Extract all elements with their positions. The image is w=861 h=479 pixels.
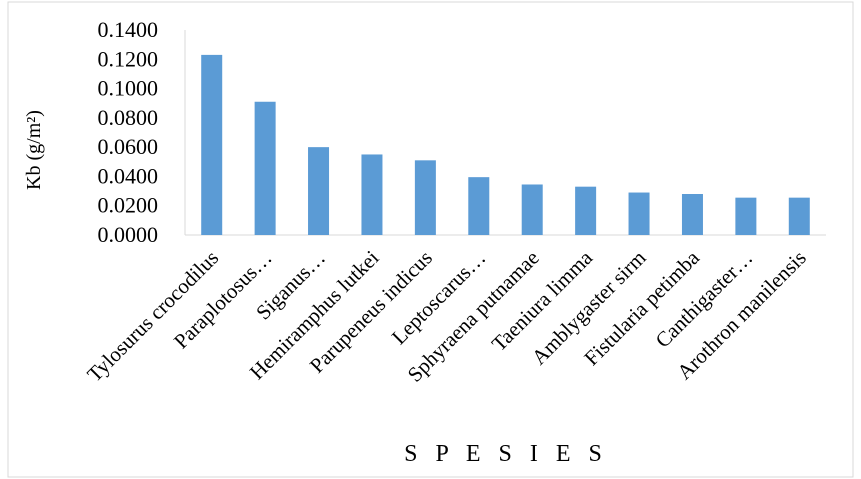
bar — [308, 147, 330, 235]
bar — [628, 192, 650, 235]
bar — [735, 197, 757, 235]
x-axis-title: S P E S I E S — [404, 441, 608, 467]
y-tick-label: 0.1400 — [98, 17, 159, 42]
y-tick-label: 0.0600 — [98, 134, 159, 159]
bar — [201, 54, 223, 236]
bar — [254, 101, 276, 235]
chart-border — [7, 1, 854, 478]
y-tick-label: 0.0800 — [98, 105, 159, 130]
bar — [681, 194, 703, 235]
y-axis-title: Kb (g/m²) — [23, 110, 45, 190]
bars-group — [201, 54, 810, 236]
bar — [788, 197, 810, 235]
y-tick-label: 0.1000 — [98, 76, 159, 101]
bar — [414, 160, 436, 235]
bar — [361, 154, 383, 235]
y-tick-label: 0.0200 — [98, 193, 159, 218]
category-labels: Tylosurus crocodilusParaplotosus…Siganus… — [82, 245, 810, 387]
y-tick-label: 0.1200 — [98, 46, 159, 71]
bar — [575, 186, 597, 235]
y-tick-label: 0.0000 — [98, 222, 159, 247]
bar — [521, 184, 543, 235]
y-tick-label: 0.0400 — [98, 163, 159, 188]
bar — [468, 177, 490, 235]
y-axis-ticks: 0.0000 0.0200 0.0400 0.0600 0.0800 0.1000 0.12… — [98, 17, 159, 247]
